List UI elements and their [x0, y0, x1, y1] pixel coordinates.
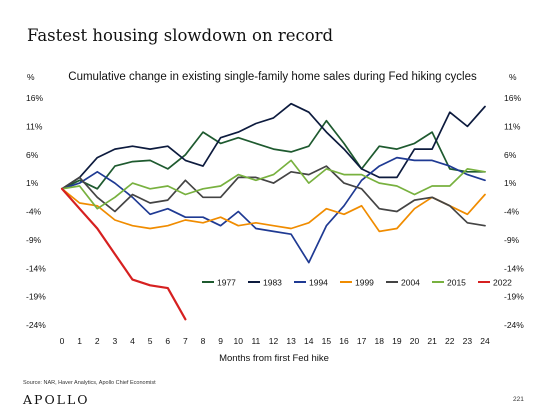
x-tick-label: 16	[339, 336, 349, 346]
x-tick-label: 19	[392, 336, 402, 346]
y-tick-label-right: 1%	[504, 178, 517, 188]
series-line-2022	[60, 187, 187, 321]
legend-label-1983: 1983	[263, 278, 282, 288]
y-axis-left: % 16% 11% 6% 1% -4% -9% -14% -19% -24%	[26, 72, 46, 330]
x-tick-label: 21	[427, 336, 437, 346]
x-tick-label: 9	[218, 336, 223, 346]
y-unit-left: %	[27, 72, 35, 82]
x-tick-label: 13	[286, 336, 296, 346]
page-title: Fastest housing slowdown on record	[27, 26, 334, 45]
x-tick-label: 4	[130, 336, 135, 346]
y-tick-label-left: -4%	[26, 207, 42, 217]
y-tick-label-right: 11%	[504, 121, 521, 131]
source-note: Source: NAR, Haver Analytics, Apollo Chi…	[23, 380, 156, 386]
y-tick-label-right: -9%	[504, 235, 520, 245]
legend-label-1994: 1994	[309, 278, 328, 288]
x-tick-label: 10	[234, 336, 244, 346]
chart-title: Cumulative change in existing single-fam…	[68, 71, 477, 83]
x-tick-label: 18	[375, 336, 385, 346]
x-tick-label: 1	[77, 336, 82, 346]
x-tick-label: 14	[304, 336, 314, 346]
y-tick-label-right: -19%	[504, 292, 524, 302]
y-tick-label-left: 1%	[26, 178, 39, 188]
y-tick-label-left: 16%	[26, 93, 43, 103]
series-line-1983	[61, 102, 486, 190]
x-tick-label: 23	[463, 336, 473, 346]
y-tick-label-right: -24%	[504, 320, 524, 330]
page-number: 221	[513, 396, 524, 403]
legend-label-2004: 2004	[401, 278, 420, 288]
apollo-logo: APOLLO	[23, 392, 90, 407]
y-tick-label-left: -14%	[26, 263, 46, 273]
y-tick-label-right: 6%	[504, 150, 517, 160]
x-tick-label: 6	[165, 336, 170, 346]
x-tick-label: 11	[251, 336, 260, 346]
y-tick-label-left: 6%	[26, 150, 39, 160]
series-line-2015	[61, 159, 486, 210]
y-tick-label-left: -9%	[26, 235, 42, 245]
y-tick-label-left: 11%	[26, 121, 43, 131]
x-tick-label: 5	[148, 336, 153, 346]
y-unit-right: %	[509, 72, 517, 82]
series-line-1977	[61, 119, 486, 190]
x-tick-label: 20	[410, 336, 420, 346]
legend-label-1999: 1999	[355, 278, 374, 288]
x-tick-label: 22	[445, 336, 455, 346]
legend-label-2022: 2022	[493, 278, 512, 288]
series-line-1999	[61, 187, 486, 233]
series-line-1994	[61, 156, 486, 264]
legend-label-1977: 1977	[217, 278, 236, 288]
x-tick-label: 7	[183, 336, 188, 346]
x-axis: 0 1 2 3 4 5 6 7 8 9 10 11 12 13 14 15 16 17 18 19 20 21 22 23 24…	[60, 336, 490, 364]
series-lines	[60, 102, 486, 321]
series-line-2004	[61, 165, 486, 227]
x-tick-label: 3	[113, 336, 118, 346]
x-tick-label: 12	[269, 336, 279, 346]
x-axis-label: Months from first Fed hike	[219, 353, 329, 364]
y-axis-right: % 16% 11% 6% 1% -4% -9% -14% -19% -24%	[504, 72, 524, 330]
x-tick-label: 17	[357, 336, 367, 346]
y-tick-label-right: -4%	[504, 207, 520, 217]
x-tick-label: 24	[480, 336, 490, 346]
chart-legend: 1977 1983 1994 1999 2004 2015 2022	[202, 278, 512, 288]
y-tick-label-right: 16%	[504, 93, 521, 103]
y-tick-label-left: -19%	[26, 292, 46, 302]
legend-label-2015: 2015	[447, 278, 466, 288]
x-tick-label: 15	[322, 336, 332, 346]
x-tick-label: 8	[201, 336, 206, 346]
y-tick-label-left: -24%	[26, 320, 46, 330]
x-tick-label: 0	[60, 336, 65, 346]
y-tick-label-right: -14%	[504, 263, 524, 273]
x-tick-label: 2	[95, 336, 100, 346]
